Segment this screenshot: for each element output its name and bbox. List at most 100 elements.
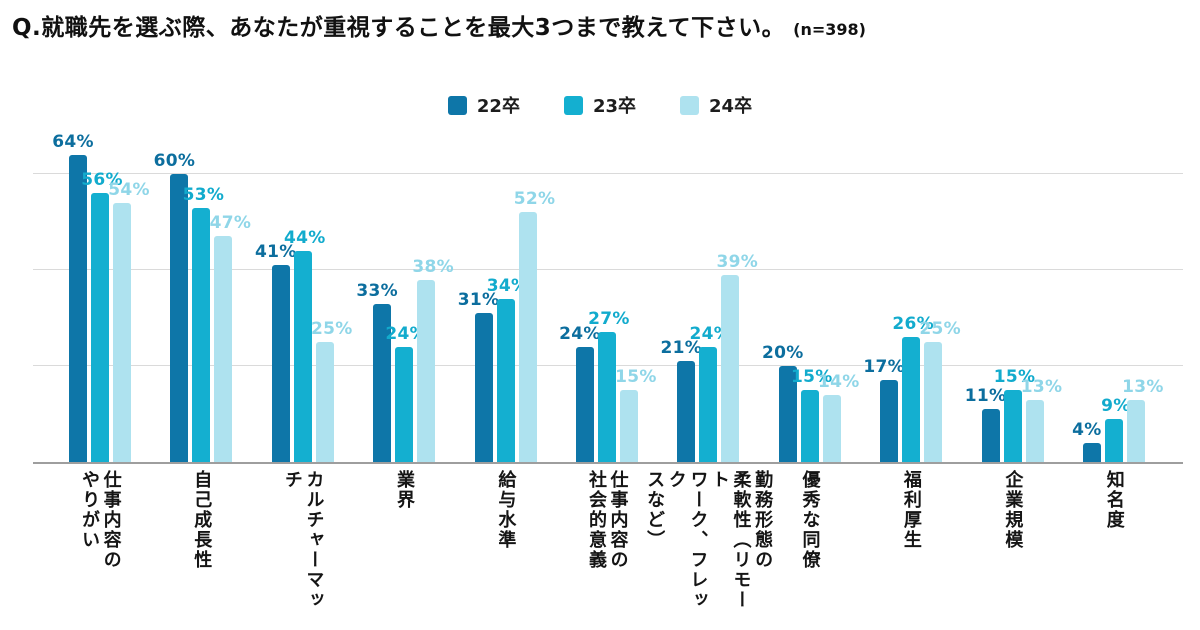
bar-value-label: 17% (863, 357, 905, 378)
legend-label-23: 23卒 (592, 96, 637, 117)
bar-value-label: 13% (1020, 376, 1063, 397)
bar-value-label: 20% (761, 343, 804, 363)
bar-group-5: 31% 34% 52% (458, 189, 555, 462)
bar-24卒-11: 13% (1122, 377, 1163, 462)
category-cell-9: 福利厚生 (880, 470, 942, 628)
bar-group-7: 21% 24% 39% (661, 252, 758, 462)
bar-24卒-6: 15% (615, 367, 656, 462)
bar-23卒-6: 27% (588, 309, 629, 462)
category-label: 知名度 (1103, 470, 1125, 530)
category-cell-4: 業界 (373, 470, 435, 628)
bar-value-label: 4% (1072, 419, 1102, 440)
plot-area: 64% 56% 54% 60% 53% 47% 41% 44% 25% 33% 24% 38% 31% 3… (33, 126, 1183, 464)
bar-value-label: 26% (892, 314, 934, 335)
bar-23卒-10: 15% (994, 367, 1035, 462)
category-cell-6: 仕事内容の 社会的意義 (576, 470, 638, 628)
bar-value-label: 24% (385, 323, 427, 344)
bar-value-label: 38% (412, 256, 454, 277)
bar-24卒-5: 52% (514, 189, 555, 462)
gridline-40pct (33, 269, 1183, 270)
bar-22卒-9: 17% (863, 357, 905, 462)
bar-group-6: 24% 27% 15% (559, 309, 656, 462)
page-title: Q.就職先を選ぶ際、あなたが重視することを最大3つまで教えて下さい。 (n=398… (12, 8, 866, 42)
category-cell-2: 自己成長性 (170, 470, 232, 628)
bar-group-3: 41% 44% 25% (255, 228, 352, 462)
category-cell-7: 勤務形態の 柔軟性（リモート ワーク、フレック スなど） (644, 470, 773, 628)
gridline-60pct (33, 173, 1183, 174)
bar-value-label: 44% (283, 227, 326, 248)
legend-item-23: 23卒 (563, 92, 637, 118)
bar-22卒-2: 60% (154, 151, 195, 462)
category-cell-11: 知名度 (1083, 470, 1145, 628)
bar-value-label: 54% (108, 179, 150, 200)
bar-value-label: 11% (964, 386, 1007, 407)
category-cell-3: カルチャーマッチ (272, 470, 334, 628)
bar-value-label: 41% (254, 242, 297, 263)
bar-24卒-8: 14% (818, 372, 859, 462)
bar-23卒-8: 15% (791, 367, 832, 462)
bar-group-4: 33% 24% 38% (356, 257, 454, 462)
bar-22卒-8: 20% (762, 343, 803, 462)
category-label: 仕事内容の 社会的意義 (585, 470, 629, 570)
bar-value-label: 24% (559, 323, 601, 344)
bar-value-label: 56% (81, 170, 123, 191)
bar-value-label: 64% (52, 131, 94, 152)
category-label: 仕事内容の やりがい (79, 470, 122, 570)
chart-legend: 22卒 23卒 24卒 (0, 92, 1200, 118)
bar-23卒-7: 24% (690, 324, 731, 462)
category-axis: 仕事内容の やりがい 自己成長性 カルチャーマッチ 業界 給与水準 仕事内容の 社会的意義 勤務… (33, 470, 1183, 628)
category-cell-1: 仕事内容の やりがい (69, 470, 131, 628)
bar-value-label: 25% (919, 319, 961, 339)
bar-23卒-2: 53% (183, 185, 224, 462)
bar-value-label: 21% (660, 338, 703, 359)
category-label: 自己成長性 (191, 470, 213, 570)
bar-22卒-7: 21% (661, 338, 702, 462)
category-cell-5: 給与水準 (475, 470, 537, 628)
bar-23卒-1: 56% (81, 170, 122, 462)
bar-22卒-11: 4% (1072, 420, 1101, 462)
category-label: 優秀な同僚 (799, 470, 821, 570)
bar-24卒-3: 25% (311, 319, 352, 462)
category-label: 業界 (393, 470, 415, 510)
bar-22卒-4: 33% (356, 281, 398, 462)
bar-group-10: 11% 15% 13% (965, 367, 1062, 462)
category-label: 給与水準 (495, 470, 517, 550)
bar-23卒-11: 9% (1101, 396, 1130, 462)
bar-value-label: 39% (716, 251, 759, 272)
bar-value-label: 13% (1122, 376, 1164, 397)
bar-value-label: 52% (513, 189, 556, 210)
bar-23卒-3: 44% (284, 228, 325, 462)
bar-22卒-3: 41% (255, 242, 296, 462)
category-cell-10: 企業規模 (982, 470, 1044, 628)
bar-22卒-5: 31% (458, 290, 499, 462)
bar-value-label: 34% (486, 275, 529, 296)
bar-22卒-6: 24% (559, 324, 600, 462)
bar-24卒-9: 25% (919, 319, 961, 462)
bar-value-label: 31% (457, 290, 500, 311)
bar-value-label: 60% (153, 151, 196, 171)
bar-24卒-10: 13% (1021, 377, 1062, 462)
bar-group-9: 17% 26% 25% (863, 314, 961, 462)
legend-label-24: 24卒 (709, 96, 753, 117)
legend-swatch-23 (563, 95, 583, 115)
bar-value-label: 47% (209, 213, 252, 234)
bar-24卒-4: 38% (412, 257, 454, 462)
bar-group-11: 4% 9% 13% (1072, 377, 1163, 462)
bar-value-label: 27% (588, 309, 630, 330)
bar-value-label: 15% (790, 367, 833, 387)
bar-value-label: 24% (689, 323, 732, 344)
bar-22卒-1: 64% (52, 132, 93, 462)
bar-value-label: 14% (817, 371, 860, 392)
bar-23卒-4: 24% (385, 324, 427, 462)
category-label: 勤務形態の 柔軟性（リモート ワーク、フレック スなど） (644, 470, 774, 610)
legend-item-22: 22卒 (447, 92, 520, 118)
bar-groups: 64% 56% 54% 60% 53% 47% 41% 44% 25% 33% 24% 38% 31% 3… (33, 126, 1183, 462)
bar-value-label: 15% (993, 367, 1036, 387)
bar-value-label: 15% (615, 367, 657, 387)
bar-23卒-9: 26% (892, 314, 934, 462)
category-label: 企業規模 (1002, 470, 1024, 550)
bar-23卒-5: 34% (487, 276, 528, 462)
legend-item-24: 24卒 (680, 92, 752, 118)
bar-24卒-7: 39% (717, 252, 758, 462)
